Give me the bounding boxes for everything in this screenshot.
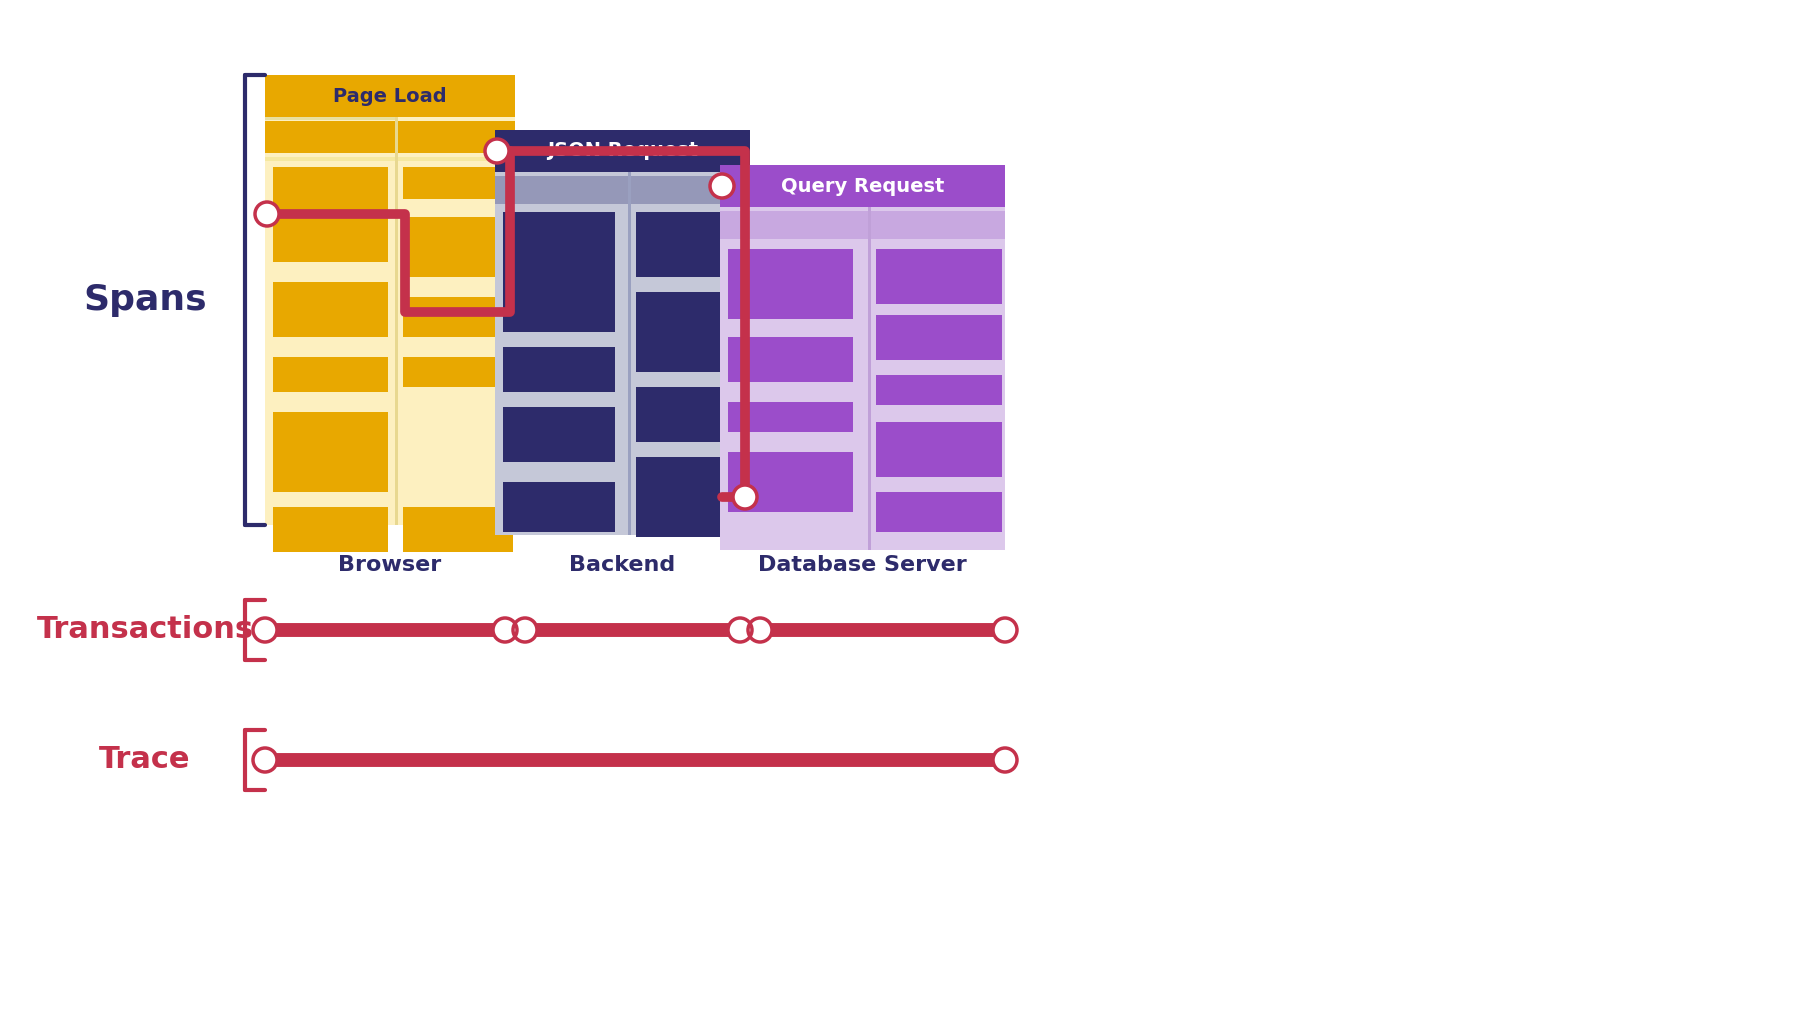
Bar bbox=[403, 357, 513, 387]
Bar bbox=[502, 347, 616, 392]
Bar bbox=[274, 507, 389, 552]
Circle shape bbox=[484, 139, 509, 163]
Bar bbox=[502, 483, 616, 532]
Circle shape bbox=[994, 749, 1017, 772]
Bar bbox=[502, 407, 616, 462]
Text: JSON Request: JSON Request bbox=[547, 141, 698, 161]
Bar bbox=[403, 167, 513, 199]
Bar bbox=[274, 282, 389, 337]
Text: Query Request: Query Request bbox=[781, 176, 945, 196]
Bar bbox=[727, 452, 853, 512]
Bar bbox=[635, 387, 747, 442]
Bar bbox=[495, 130, 751, 535]
Bar bbox=[727, 337, 853, 383]
Circle shape bbox=[493, 618, 517, 642]
Circle shape bbox=[254, 618, 277, 642]
Bar bbox=[265, 121, 515, 153]
Bar bbox=[877, 250, 1001, 304]
Bar bbox=[877, 422, 1001, 477]
Bar bbox=[394, 117, 398, 525]
Bar bbox=[868, 207, 871, 550]
Bar bbox=[495, 130, 751, 172]
Text: Transactions: Transactions bbox=[36, 616, 254, 644]
Bar bbox=[495, 176, 751, 204]
Bar bbox=[403, 297, 513, 337]
Bar bbox=[720, 165, 1004, 550]
Bar bbox=[635, 457, 747, 537]
Bar bbox=[720, 165, 1004, 207]
Bar bbox=[265, 75, 515, 117]
Bar bbox=[635, 212, 747, 277]
Text: Spans: Spans bbox=[83, 282, 207, 317]
Bar bbox=[403, 507, 513, 552]
Bar bbox=[265, 117, 394, 120]
Circle shape bbox=[256, 202, 279, 226]
Circle shape bbox=[709, 174, 734, 198]
Bar bbox=[877, 492, 1001, 532]
Text: Page Load: Page Load bbox=[333, 87, 446, 105]
Bar bbox=[274, 167, 389, 262]
Circle shape bbox=[994, 618, 1017, 642]
Circle shape bbox=[513, 618, 536, 642]
Bar bbox=[274, 412, 389, 492]
Circle shape bbox=[749, 618, 772, 642]
Text: Browser: Browser bbox=[338, 555, 441, 575]
Bar bbox=[877, 375, 1001, 405]
Circle shape bbox=[727, 618, 752, 642]
Bar bbox=[265, 75, 515, 525]
Text: Trace: Trace bbox=[99, 745, 191, 774]
Bar bbox=[635, 292, 747, 372]
Bar bbox=[727, 402, 853, 432]
Circle shape bbox=[733, 485, 758, 509]
Bar bbox=[628, 172, 630, 535]
Bar bbox=[502, 212, 616, 332]
Text: Backend: Backend bbox=[569, 555, 675, 575]
Bar bbox=[720, 211, 1004, 239]
Bar bbox=[274, 357, 389, 392]
Text: Database Server: Database Server bbox=[758, 555, 967, 575]
Bar bbox=[727, 250, 853, 319]
Bar bbox=[265, 157, 515, 161]
Bar bbox=[877, 315, 1001, 360]
Circle shape bbox=[254, 749, 277, 772]
Bar bbox=[403, 217, 513, 277]
